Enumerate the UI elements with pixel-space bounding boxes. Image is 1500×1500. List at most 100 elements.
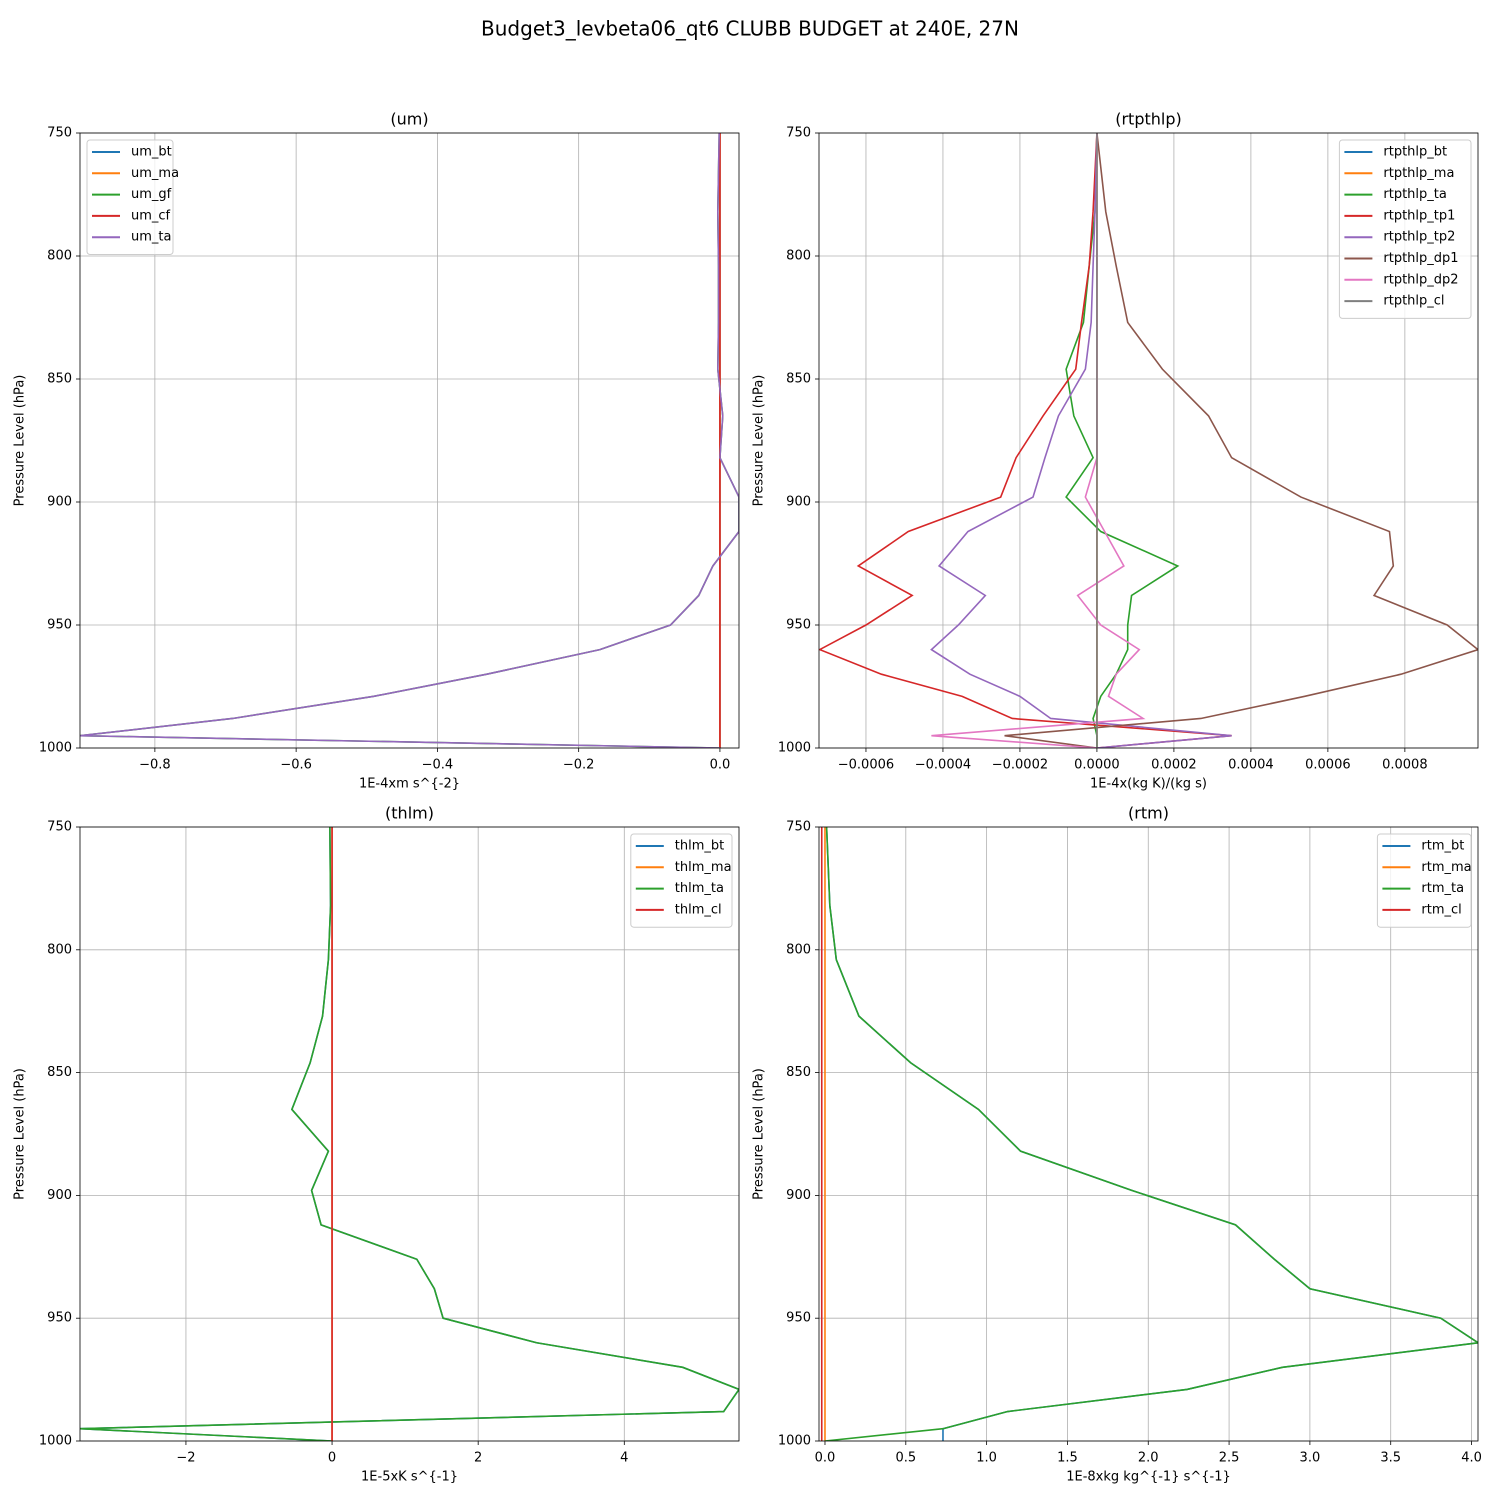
- legend-label: rtm_cl: [1421, 902, 1461, 917]
- series-line: [80, 827, 739, 1441]
- y-tick-label: 900: [786, 1188, 811, 1203]
- y-tick-label: 750: [47, 126, 72, 141]
- legend: um_bt um_ma um_gf um_cf um_ta: [86, 139, 179, 255]
- y-tick-label: 750: [47, 820, 72, 835]
- series-line: [824, 827, 1478, 1441]
- legend-label: rtm_bt: [1421, 839, 1464, 854]
- subplot: −2 0 2 4 750 800 850 900 950 1000 (thlm) 1E-5xK s^{…: [13, 804, 740, 1485]
- x-tick-label: −2: [176, 1451, 195, 1466]
- subplot-title: (um): [390, 110, 428, 129]
- x-tick-label: 0.5: [895, 1451, 916, 1466]
- series-line: [80, 133, 739, 748]
- legend-label: rtpthlp_cl: [1383, 294, 1444, 309]
- y-tick-label: 900: [47, 495, 72, 510]
- x-axis-label: 1E-4x(kg K)/(kg s): [1090, 777, 1207, 792]
- x-tick-label: −0.8: [139, 758, 171, 773]
- x-tick-label: −0.0002: [992, 758, 1048, 773]
- series-line: [1065, 133, 1180, 748]
- x-tick-label: 0.0: [815, 1451, 836, 1466]
- legend-frame: [86, 139, 174, 255]
- legend-label: thlm_bt: [675, 839, 724, 854]
- y-tick-label: 800: [47, 942, 72, 957]
- subplot: 0.0 0.5 1.0 1.5 2.0 2.5 3.0 3.5 4.0 750 800 850 900 9…: [752, 804, 1482, 1485]
- y-tick-label: 750: [786, 126, 811, 141]
- legend-label: um_bt: [131, 145, 172, 160]
- plot-area: [820, 827, 1478, 1441]
- legend-label: rtpthlp_ta: [1383, 187, 1446, 202]
- x-tick-label: −0.2: [563, 758, 595, 773]
- y-tick-label: 850: [47, 1065, 72, 1080]
- series-line: [931, 133, 1146, 748]
- figure-title: Budget3_levbeta06_qt6 CLUBB BUDGET at 24…: [481, 17, 1019, 41]
- y-tick-label: 950: [47, 1311, 72, 1326]
- y-tick-label: 800: [786, 942, 811, 957]
- legend: rtpthlp_bt rtpthlp_ma rtpthlp_ta rtpthlp_tp…: [1338, 139, 1472, 319]
- legend-label: thlm_ta: [675, 881, 724, 896]
- legend-frame: [1376, 833, 1472, 928]
- axes-frame: [818, 132, 1479, 749]
- legend-label: rtm_ma: [1421, 860, 1471, 875]
- legend-label: rtpthlp_tp2: [1383, 230, 1455, 245]
- y-tick-label: 1000: [39, 741, 72, 756]
- subplot-title: (thlm): [385, 804, 434, 823]
- legend-label: um_cf: [131, 208, 171, 223]
- plot-area: [819, 133, 1478, 748]
- axes-frame: [79, 132, 740, 749]
- legend-label: rtm_ta: [1421, 881, 1464, 896]
- x-tick-label: 0.0008: [1382, 758, 1428, 773]
- y-tick-label: 950: [786, 1311, 811, 1326]
- y-tick-label: 1000: [39, 1434, 72, 1449]
- legend-frame: [630, 833, 733, 928]
- x-tick-label: 4: [620, 1451, 628, 1466]
- legend-frame: [1338, 139, 1472, 319]
- y-axis-label: Pressure Level (hPa): [13, 375, 28, 507]
- x-tick-label: 0.0000: [1074, 758, 1120, 773]
- legend-label: thlm_cl: [675, 902, 722, 917]
- x-axis-label: 1E-5xK s^{-1}: [361, 1470, 458, 1485]
- legend: rtm_bt rtm_ma rtm_ta rtm_cl: [1376, 833, 1472, 928]
- legend-label: rtpthlp_dp1: [1383, 251, 1458, 266]
- x-tick-label: 4.0: [1461, 1451, 1482, 1466]
- y-tick-label: 1000: [778, 1434, 811, 1449]
- legend-label: um_gf: [131, 187, 172, 202]
- plot-area: [80, 133, 739, 748]
- legend-label: rtpthlp_dp2: [1383, 272, 1458, 287]
- legend: thlm_bt thlm_ma thlm_ta thlm_cl: [630, 833, 733, 928]
- y-tick-label: 800: [47, 249, 72, 264]
- y-axis-label: Pressure Level (hPa): [13, 1068, 28, 1200]
- subplot: −0.8 −0.6 −0.4 −0.2 0.0 750 800 850 900 950 1000 (u…: [13, 110, 740, 792]
- x-tick-label: 2.5: [1219, 1451, 1240, 1466]
- subplot: −0.0006 −0.0004 −0.0002 0.0000 0.0002 0.0004 0…: [752, 110, 1479, 792]
- legend-label: rtpthlp_ma: [1383, 166, 1454, 181]
- x-tick-label: 3.0: [1300, 1451, 1321, 1466]
- y-tick-label: 1000: [778, 741, 811, 756]
- legend-label: thlm_ma: [675, 860, 732, 875]
- x-tick-label: 2: [474, 1451, 482, 1466]
- subplot-title: (rtpthlp): [1115, 110, 1182, 129]
- x-tick-label: 1.5: [1057, 1451, 1078, 1466]
- legend-label: rtpthlp_bt: [1383, 145, 1447, 160]
- legend-label: um_ta: [131, 230, 171, 245]
- x-tick-label: −0.0006: [838, 758, 894, 773]
- x-tick-label: 0: [328, 1451, 336, 1466]
- x-tick-label: 0.0004: [1228, 758, 1274, 773]
- y-axis-label: Pressure Level (hPa): [752, 1068, 767, 1200]
- y-tick-label: 800: [786, 249, 811, 264]
- y-tick-label: 950: [786, 618, 811, 633]
- x-tick-label: 1.0: [976, 1451, 997, 1466]
- plot-area: [80, 827, 739, 1441]
- y-tick-label: 850: [786, 372, 811, 387]
- legend-label: rtpthlp_tp1: [1383, 208, 1455, 223]
- x-tick-label: 3.5: [1380, 1451, 1401, 1466]
- x-tick-label: −0.6: [280, 758, 312, 773]
- y-tick-label: 750: [786, 820, 811, 835]
- y-tick-label: 900: [47, 1188, 72, 1203]
- x-axis-label: 1E-4xm s^{-2}: [359, 777, 460, 792]
- series-line: [930, 133, 1232, 748]
- y-tick-label: 900: [786, 495, 811, 510]
- legend-label: um_ma: [131, 166, 179, 181]
- x-tick-label: 0.0: [710, 758, 731, 773]
- x-tick-label: −0.0004: [915, 758, 971, 773]
- y-tick-label: 850: [786, 1065, 811, 1080]
